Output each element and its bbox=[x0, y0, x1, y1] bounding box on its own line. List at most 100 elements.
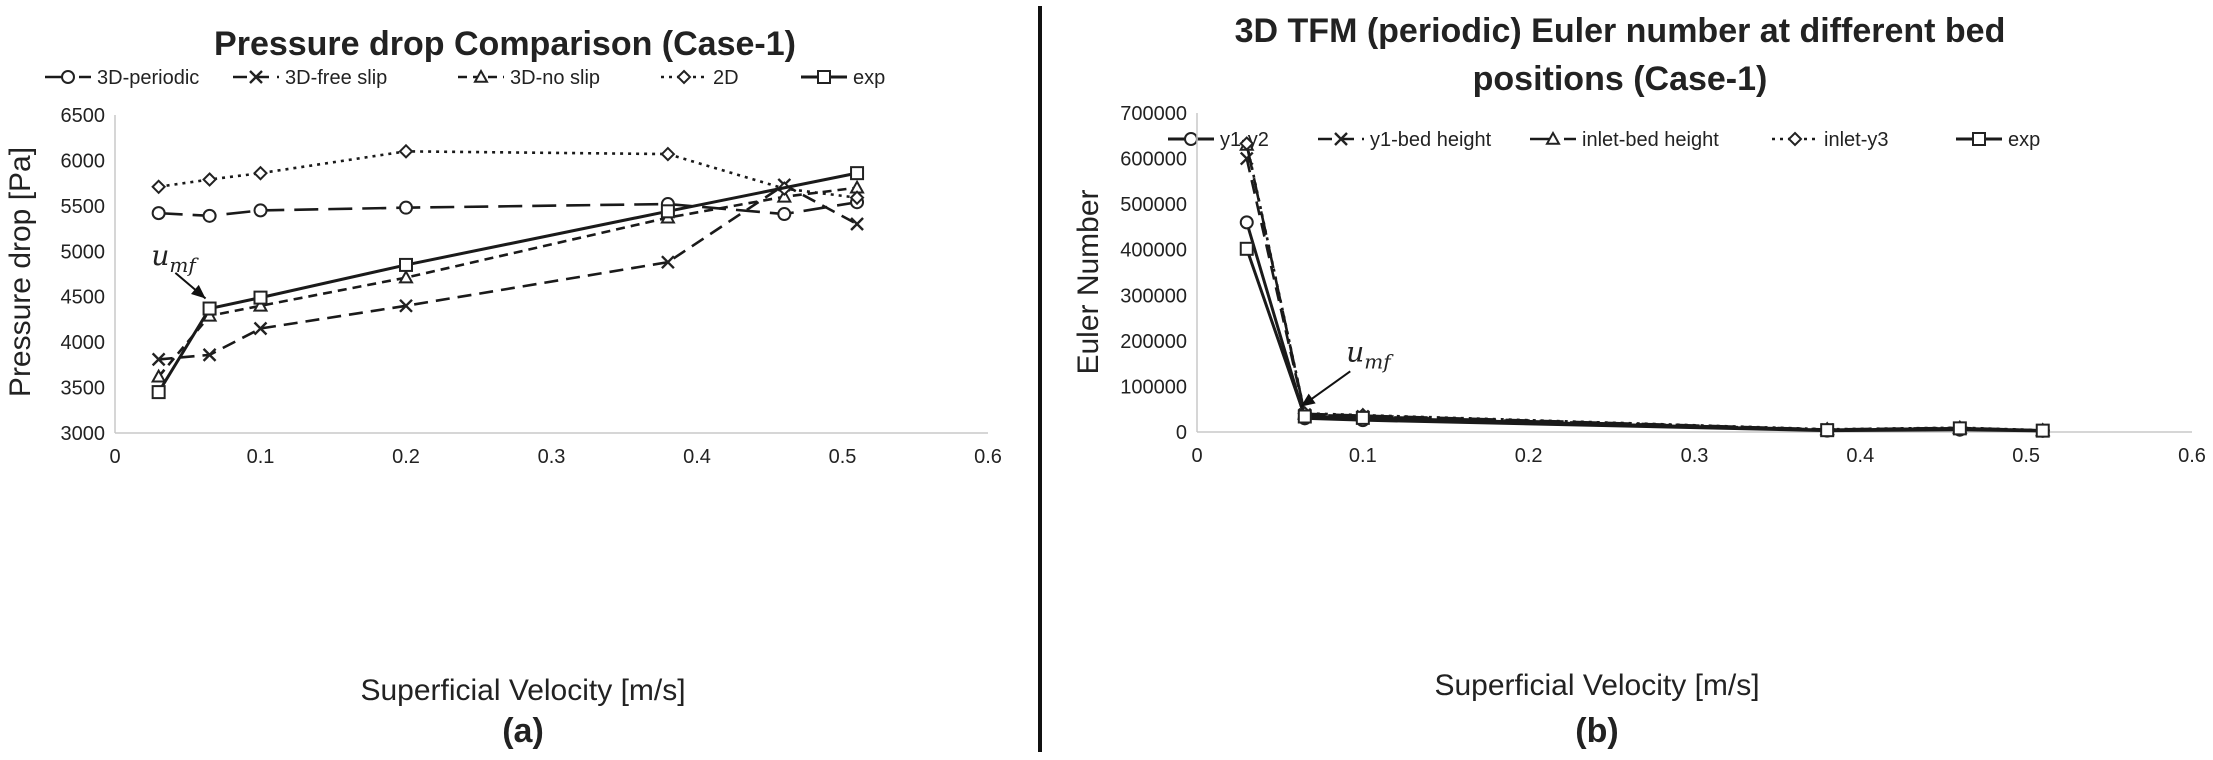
x-tick-label: 0.4 bbox=[683, 446, 711, 468]
legend-entry: exp bbox=[1956, 129, 2040, 151]
chart-panel-a: Pressure drop Comparison (Case-1) 3D-per… bbox=[4, 25, 1002, 750]
series-y1-bed-height bbox=[1239, 151, 2050, 438]
legend: 3D-periodic 3D-free slip 3D-no slip 2D exp bbox=[45, 67, 885, 89]
series-exp bbox=[1239, 241, 2050, 438]
data-point bbox=[399, 200, 413, 215]
data-point bbox=[660, 146, 676, 162]
legend-label: 3D-no slip bbox=[510, 67, 600, 89]
data-point bbox=[151, 385, 166, 400]
x-axis-title: Superficial Velocity [m/s] bbox=[1434, 669, 1759, 702]
legend-entry: 3D-periodic bbox=[45, 67, 199, 89]
data-point bbox=[399, 257, 413, 272]
y-tick-label: 6000 bbox=[61, 150, 106, 172]
data-point bbox=[850, 166, 865, 181]
annotation-arrowhead bbox=[1300, 393, 1316, 407]
legend-marker bbox=[61, 70, 75, 84]
y-axis-title: Euler Number bbox=[1072, 189, 1105, 374]
x-tick-label: 0.1 bbox=[247, 446, 275, 468]
data-point bbox=[849, 190, 865, 206]
data-point bbox=[202, 208, 217, 223]
data-point bbox=[253, 203, 268, 218]
series-inlet-y3 bbox=[1239, 136, 2051, 438]
chart-title: Pressure drop Comparison (Case-1) bbox=[214, 25, 796, 63]
x-tick-label: 0 bbox=[109, 446, 120, 468]
x-tick-label: 0.2 bbox=[1515, 445, 1543, 467]
x-tick-label: 0.4 bbox=[1846, 445, 1874, 467]
legend-entry: inlet-y3 bbox=[1772, 129, 1888, 151]
data-point bbox=[150, 368, 167, 383]
legend-marker bbox=[1787, 131, 1803, 147]
data-point bbox=[660, 204, 675, 219]
y-tick-label: 3000 bbox=[61, 423, 106, 445]
data-point bbox=[151, 179, 167, 195]
series-line bbox=[1245, 248, 2043, 433]
y-tick-label: 500000 bbox=[1120, 194, 1187, 216]
x-tick-label: 0.3 bbox=[1681, 445, 1709, 467]
annotation-umf: umf bbox=[151, 239, 207, 300]
y-tick-label: 5000 bbox=[61, 241, 106, 263]
legend-entry: 2D bbox=[661, 67, 739, 89]
data-point bbox=[202, 348, 217, 362]
legend-marker bbox=[1972, 132, 1986, 146]
data-point bbox=[661, 255, 675, 270]
legend-label: inlet-y3 bbox=[1824, 129, 1888, 151]
panel-label: (b) bbox=[1575, 712, 1618, 750]
legend-label: y1-bed height bbox=[1370, 129, 1492, 151]
y-tick-label: 6500 bbox=[61, 105, 106, 127]
legend-marker bbox=[473, 68, 489, 83]
series-exp bbox=[151, 166, 865, 400]
annotation-arrowhead bbox=[191, 284, 206, 299]
legend-marker bbox=[1184, 132, 1198, 146]
chart-title-line-1: 3D TFM (periodic) Euler number at differ… bbox=[1235, 12, 2006, 50]
data-point bbox=[2035, 423, 2050, 438]
x-tick-label: 0.2 bbox=[392, 446, 420, 468]
legend-marker bbox=[817, 70, 831, 84]
data-point bbox=[1952, 421, 1967, 436]
x-axis-title: Superficial Velocity [m/s] bbox=[360, 674, 685, 707]
y-tick-label: 700000 bbox=[1120, 103, 1187, 125]
annotation-umf: umf bbox=[1300, 335, 1394, 408]
series-line bbox=[1245, 143, 2043, 432]
x-tick-label: 0.1 bbox=[1349, 445, 1377, 467]
legend-entry: 3D-no slip bbox=[458, 67, 600, 89]
data-point bbox=[202, 172, 217, 187]
data-point bbox=[252, 297, 269, 312]
legend-marker bbox=[249, 70, 263, 84]
panel-label: (a) bbox=[502, 712, 544, 750]
data-point bbox=[1297, 409, 1312, 424]
y-tick-label: 4000 bbox=[61, 332, 106, 354]
y-tick-label: 5500 bbox=[61, 196, 106, 218]
data-point bbox=[202, 301, 217, 316]
legend-label: inlet-bed height bbox=[1582, 129, 1719, 151]
plot-area: 0 0.1 0.2 0.3 0.4 0.5 0.6 3000 3500 4000 4500 5000 5… bbox=[61, 105, 1002, 468]
series-inlet-bed-height bbox=[1239, 136, 2051, 437]
annotation-label: umf bbox=[1346, 335, 1394, 373]
y-tick-label: 200000 bbox=[1120, 331, 1187, 353]
y-axis-title: Pressure drop [Pa] bbox=[4, 147, 37, 397]
legend-entry: exp bbox=[801, 67, 885, 89]
plot-area: 0 0.1 0.2 0.3 0.4 0.5 0.6 0 100000 200000 300000 40… bbox=[1120, 103, 2206, 467]
data-point bbox=[253, 321, 268, 336]
series-y1-y2 bbox=[1239, 215, 2050, 438]
data-point bbox=[253, 290, 268, 305]
legend-label: exp bbox=[853, 67, 885, 89]
data-point bbox=[850, 217, 864, 231]
legend-entry: inlet-bed height bbox=[1530, 129, 1719, 151]
data-point bbox=[1820, 423, 1835, 438]
y-tick-label: 0 bbox=[1176, 422, 1187, 444]
legend-label: 3D-periodic bbox=[97, 67, 199, 89]
legend-marker bbox=[676, 69, 692, 85]
data-point bbox=[151, 206, 166, 221]
y-tick-label: 100000 bbox=[1120, 376, 1187, 398]
series-line bbox=[157, 171, 858, 393]
legend-label: 2D bbox=[713, 67, 739, 89]
x-tick-label: 0 bbox=[1191, 445, 1202, 467]
data-point bbox=[1239, 241, 1254, 256]
series-3d-periodic bbox=[151, 195, 865, 223]
legend-label: 3D-free slip bbox=[285, 67, 387, 89]
data-point bbox=[398, 143, 414, 159]
x-tick-label: 0.3 bbox=[538, 446, 566, 468]
data-point bbox=[399, 298, 413, 313]
